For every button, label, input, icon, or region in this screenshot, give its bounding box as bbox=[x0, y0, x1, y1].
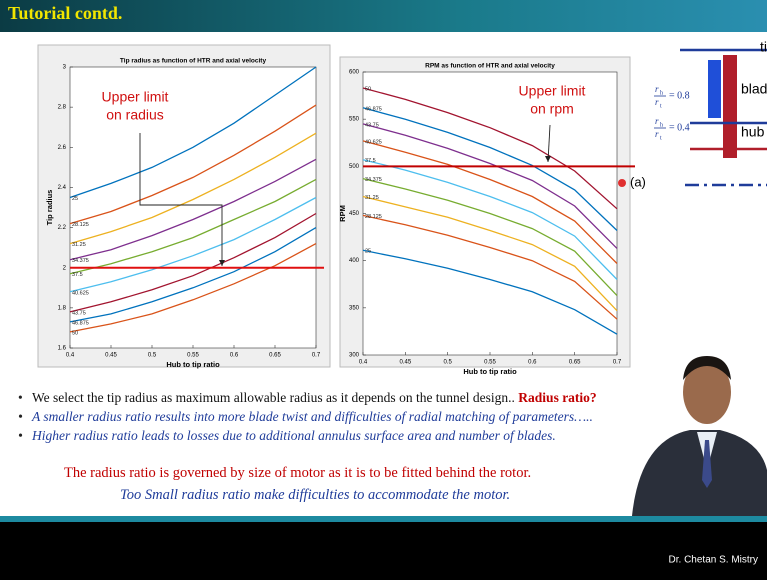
blade-bar bbox=[723, 55, 737, 158]
x-tick-label: 0.7 bbox=[613, 360, 622, 366]
y-tick-label: 450 bbox=[349, 211, 360, 217]
y-tick-label: 2.4 bbox=[58, 185, 67, 191]
y-tick-label: 2.8 bbox=[58, 105, 67, 111]
fraction-num: r bbox=[655, 116, 659, 126]
series-label: 34.375 bbox=[72, 258, 89, 264]
chart-title: Tip radius as function of HTR and axial … bbox=[120, 58, 267, 65]
series-label: 43.75 bbox=[72, 310, 86, 316]
series-label: 46.875 bbox=[72, 320, 89, 326]
tip-label: ti bbox=[760, 39, 767, 55]
hub-label: hub bbox=[741, 124, 765, 140]
x-tick-label: 0.55 bbox=[484, 360, 496, 366]
page: Tutorial contd. Dr. Chetan S. Mistry ti … bbox=[0, 0, 767, 580]
blade-bar bbox=[708, 60, 721, 118]
y-tick-label: 1.8 bbox=[58, 305, 67, 311]
fraction-den: r bbox=[655, 97, 659, 107]
bullet-text: We select the tip radius as maximum allo… bbox=[32, 390, 515, 405]
y-tick-label: 350 bbox=[349, 305, 360, 311]
series-label: 37.5 bbox=[72, 272, 83, 278]
chart: Tip radius as function of HTR and axial … bbox=[38, 45, 330, 369]
series-label: 37.5 bbox=[365, 158, 376, 164]
y-tick-label: 550 bbox=[349, 117, 360, 123]
series-label: 34.375 bbox=[365, 177, 382, 183]
x-tick-label: 0.55 bbox=[187, 353, 199, 359]
series-label: 31.25 bbox=[72, 242, 86, 248]
series-label: 40.625 bbox=[72, 290, 89, 296]
fraction-value: = 0.4 bbox=[669, 122, 690, 133]
note: Too Small radius ratio make difficulties… bbox=[120, 487, 510, 504]
x-tick-label: 0.6 bbox=[230, 353, 239, 359]
bullet-text: A smaller radius ratio results into more… bbox=[32, 409, 593, 424]
x-tick-label: 0.45 bbox=[399, 360, 411, 366]
x-tick-label: 0.6 bbox=[528, 360, 537, 366]
slide-title: Tutorial contd. bbox=[8, 3, 122, 23]
y-tick-label: 600 bbox=[349, 70, 360, 76]
series-label: 25 bbox=[365, 249, 371, 255]
x-tick-label: 0.65 bbox=[269, 353, 281, 359]
fraction-sub: h bbox=[660, 122, 663, 128]
y-axis-label: RPM bbox=[338, 205, 347, 222]
bullet: We select the tip radius as maximum allo… bbox=[18, 388, 638, 407]
presenter-name: Dr. Chetan S. Mistry bbox=[669, 555, 758, 566]
series-label: 50 bbox=[365, 86, 371, 92]
y-tick-label: 2.6 bbox=[58, 145, 67, 151]
fraction-value: = 0.8 bbox=[669, 90, 690, 101]
y-tick-label: 1.6 bbox=[58, 346, 67, 352]
bullet-text: Higher radius ratio leads to losses due … bbox=[32, 428, 556, 443]
series-label: 25 bbox=[72, 196, 78, 202]
x-tick-label: 0.65 bbox=[569, 360, 581, 366]
x-axis-label: Hub to tip ratio bbox=[166, 360, 220, 369]
series-label: 31.25 bbox=[365, 195, 379, 201]
label-dot bbox=[618, 179, 626, 187]
y-axis-label: Tip radius bbox=[45, 190, 54, 226]
fraction-den: r bbox=[655, 129, 659, 139]
bullet: A smaller radius ratio results into more… bbox=[18, 407, 638, 426]
series-label: 40.625 bbox=[365, 139, 382, 145]
y-tick-label: 300 bbox=[349, 353, 360, 359]
fraction-sub: h bbox=[660, 90, 663, 96]
y-tick-label: 2.2 bbox=[58, 225, 67, 231]
x-tick-label: 0.4 bbox=[359, 360, 368, 366]
series-label: 28.125 bbox=[365, 214, 382, 220]
bullet: Higher radius ratio leads to losses due … bbox=[18, 426, 638, 445]
x-axis-label: Hub to tip ratio bbox=[463, 367, 517, 376]
panel-label: (a) bbox=[630, 174, 646, 189]
annotation: Upper limit bbox=[519, 83, 586, 99]
note: The radius ratio is governed by size of … bbox=[64, 465, 531, 482]
x-tick-label: 0.4 bbox=[66, 353, 75, 359]
annotation: on radius bbox=[106, 107, 164, 123]
x-tick-label: 0.45 bbox=[105, 353, 117, 359]
bullet-list: We select the tip radius as maximum allo… bbox=[18, 388, 638, 445]
annotation: Upper limit bbox=[102, 89, 169, 105]
bullet-emphasis: Radius ratio? bbox=[518, 390, 596, 405]
bottom-stripe bbox=[0, 516, 767, 522]
x-tick-label: 0.7 bbox=[312, 353, 321, 359]
annotation: on rpm bbox=[530, 101, 574, 117]
chart: RPM as function of HTR and axial velocit… bbox=[338, 57, 646, 376]
series-label: 28.125 bbox=[72, 222, 89, 228]
series-label: 50 bbox=[72, 330, 78, 336]
y-tick-label: 400 bbox=[349, 258, 360, 264]
series-label: 43.75 bbox=[365, 122, 379, 128]
x-tick-label: 0.5 bbox=[148, 353, 157, 359]
blade-label: blad bbox=[741, 81, 767, 97]
fraction-num: r bbox=[655, 84, 659, 94]
series-label: 46.875 bbox=[365, 106, 382, 112]
x-tick-label: 0.5 bbox=[443, 360, 452, 366]
y-tick-label: 500 bbox=[349, 164, 360, 170]
chart-title: RPM as function of HTR and axial velocit… bbox=[425, 63, 555, 70]
